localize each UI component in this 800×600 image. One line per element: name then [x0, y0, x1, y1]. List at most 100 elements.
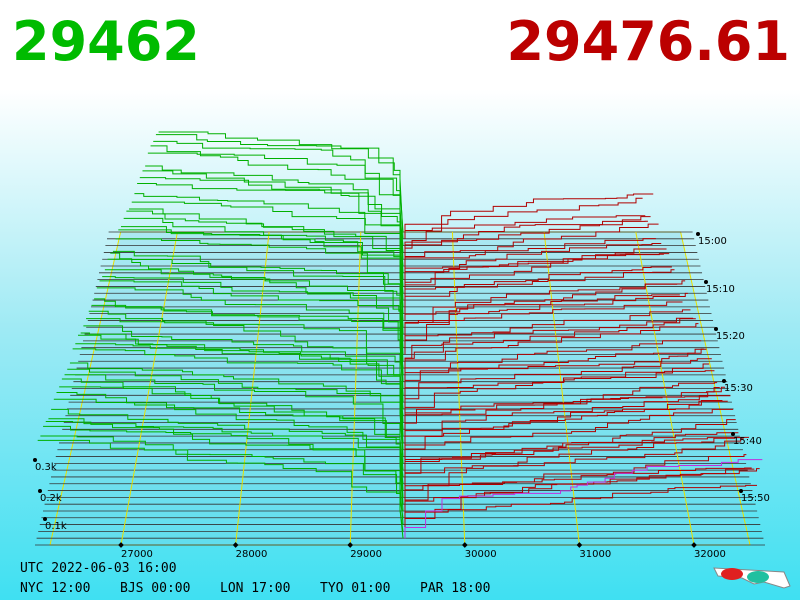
ask-curve	[404, 243, 662, 280]
depth-label: 0.1k	[45, 521, 67, 532]
ask-curve	[404, 223, 659, 273]
ask-curve	[404, 399, 723, 437]
bid-curve	[137, 183, 404, 287]
ask-curve	[404, 387, 720, 430]
depth-tick	[38, 489, 42, 493]
clock: PAR 18:00	[420, 581, 490, 596]
price-line	[349, 231, 362, 546]
bid-curve	[72, 348, 404, 450]
bid-curve	[59, 386, 404, 484]
ask-price: 29476.61	[506, 10, 790, 73]
bid-curve	[104, 269, 404, 369]
ask-curve	[404, 348, 704, 389]
ask-curve	[404, 280, 686, 341]
bid-curve	[94, 298, 404, 396]
ask-curve	[404, 317, 694, 362]
axis-labels: 27000 28000 29000 30000 31000 32000 15:00 15:10…	[33, 232, 770, 560]
bid-curve	[145, 165, 404, 267]
ask-curve	[404, 484, 758, 525]
ask-curve	[404, 370, 715, 416]
ask-curve	[404, 253, 670, 301]
price-label: 28000	[236, 549, 268, 560]
bid-curve	[142, 170, 404, 273]
depth-tick	[33, 458, 37, 462]
bid-curve	[147, 152, 404, 260]
price-tick	[691, 542, 697, 548]
ask-curve	[404, 467, 752, 511]
price-tick	[232, 542, 239, 548]
ask-curve	[404, 386, 726, 443]
bid-curve	[77, 334, 404, 437]
bid-curve	[99, 280, 404, 382]
3d-glasses-icon[interactable]	[713, 567, 791, 589]
price-label: 30000	[465, 549, 497, 560]
clock: BJS 00:00	[120, 581, 190, 596]
bid-curve	[56, 392, 404, 491]
price-tick	[461, 542, 468, 548]
bid-curve	[67, 368, 404, 464]
bid-curve	[96, 287, 404, 389]
bid-curve	[153, 140, 404, 246]
world-clocks: NYC 12:00 BJS 00:00 LON 17:00 TYO 01:00 PAR …	[20, 581, 490, 596]
price-label: 32000	[694, 549, 726, 560]
price-line	[235, 231, 270, 546]
ask-curve	[404, 323, 699, 375]
bid-curve	[75, 343, 404, 443]
time-tick	[731, 432, 735, 436]
ask-curve	[404, 400, 728, 450]
price-tick	[347, 542, 354, 548]
bid-curve	[107, 258, 404, 362]
price-tick	[118, 542, 124, 548]
bid-curve	[86, 318, 404, 416]
ask-curve	[404, 193, 654, 260]
ask-curve	[404, 454, 747, 498]
time-tick	[704, 280, 708, 284]
ask-curve	[404, 419, 736, 471]
price-label: 29000	[350, 549, 382, 560]
bid-curve	[150, 145, 404, 253]
time-label: 15:20	[716, 331, 745, 342]
ask-curve	[404, 215, 646, 239]
ask-curve	[404, 437, 742, 484]
clock: NYC 12:00	[20, 581, 90, 596]
ask-curve	[404, 269, 675, 314]
bid-curve	[126, 210, 404, 314]
ask-curve	[404, 432, 739, 477]
ask-curve	[404, 459, 763, 539]
bid-curve	[48, 418, 404, 512]
bid-curve	[158, 131, 404, 233]
bid-curve	[43, 425, 404, 525]
ask-curve	[404, 283, 678, 321]
bid-curve	[83, 325, 404, 423]
ask-curve	[404, 468, 760, 532]
time-tick	[722, 379, 726, 383]
bid-curve	[131, 201, 404, 301]
bid-curve	[91, 304, 404, 403]
bid-curve	[37, 439, 404, 539]
depth-tick	[43, 517, 47, 521]
time-tick	[714, 327, 718, 331]
bid-curve	[155, 134, 404, 239]
ask-curve	[404, 395, 731, 457]
price-line	[451, 231, 466, 546]
bid-curve	[69, 362, 404, 457]
utc-time: UTC 2022-06-03 16:00	[20, 561, 177, 576]
ask-curve	[404, 408, 734, 464]
bid-price: 29462	[12, 10, 200, 73]
bid-curve	[134, 193, 404, 294]
ask-curve	[404, 438, 744, 491]
bid-curve	[139, 177, 404, 280]
bid-curve	[51, 408, 404, 505]
price-label: 31000	[579, 549, 611, 560]
ask-curve	[404, 216, 651, 253]
clock: LON 17:00	[220, 581, 290, 596]
bid-curve	[102, 276, 404, 375]
depth-curves	[37, 131, 763, 539]
ask-curve	[404, 220, 648, 246]
time-label: 15:00	[698, 236, 727, 247]
ask-curve	[404, 340, 702, 382]
depth-label: 0.2k	[40, 493, 62, 504]
time-label: 15:40	[733, 436, 762, 447]
bid-curve	[40, 435, 404, 532]
